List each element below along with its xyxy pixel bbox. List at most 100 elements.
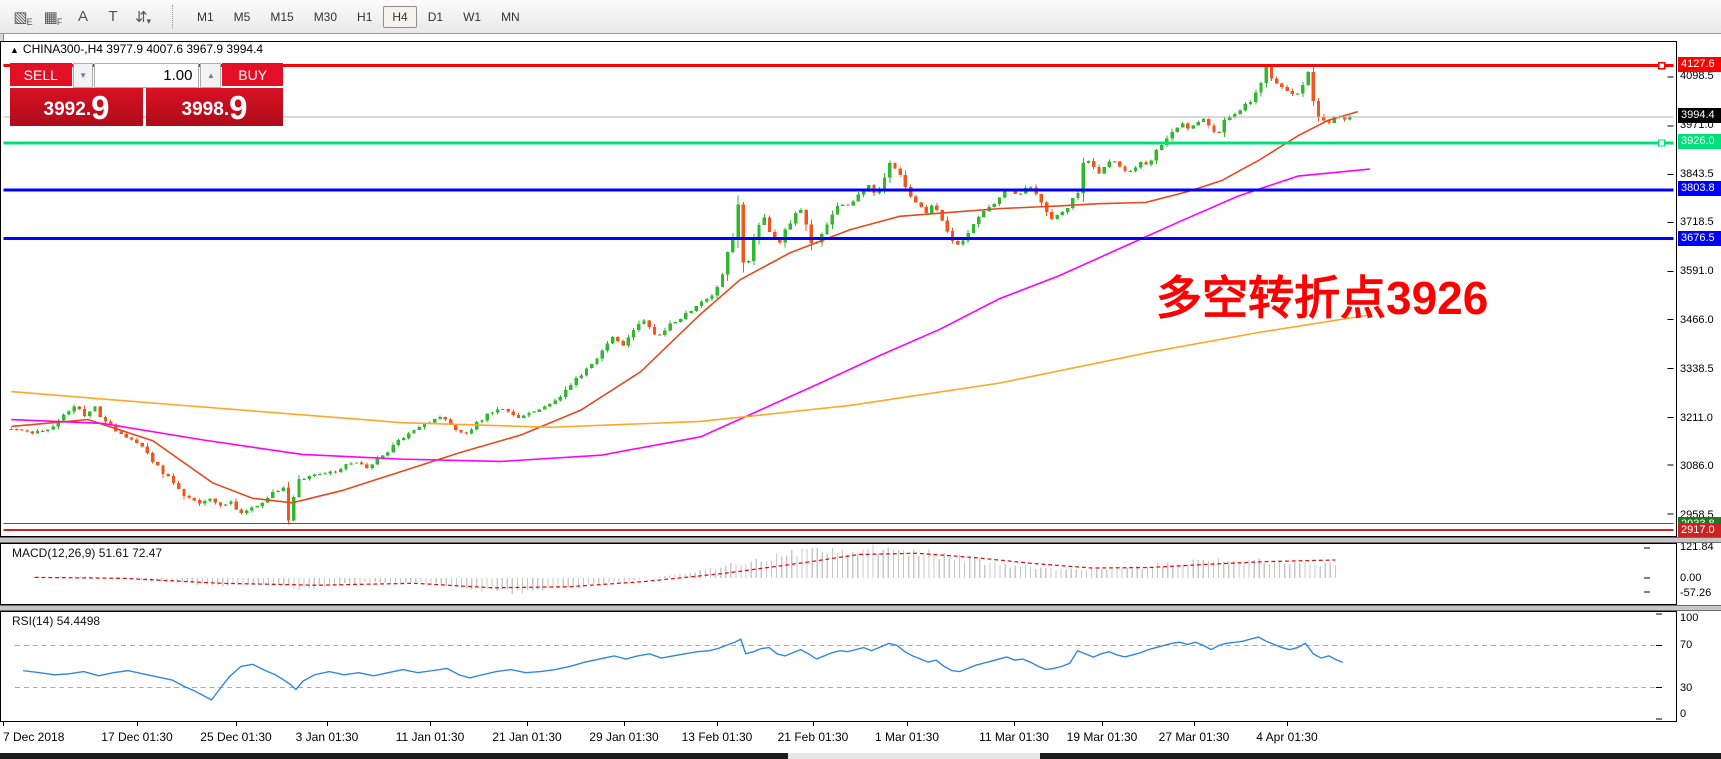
time-tick <box>1014 722 1015 726</box>
arrows-tool-button[interactable]: ⇵ ▾ <box>128 4 158 30</box>
scrollbar-segment[interactable] <box>0 753 788 759</box>
buy-price-fraction: 9 <box>229 89 248 126</box>
text-label-tool-icon: A <box>77 8 88 25</box>
time-axis-label: 17 Dec 01:30 <box>101 730 173 744</box>
price-tick-label: 3718.5 <box>1680 216 1714 229</box>
text-label-tool-button[interactable]: A <box>68 4 98 30</box>
panel-splitter[interactable] <box>0 537 1721 543</box>
time-tick <box>3 722 4 726</box>
ellipse-tool-button[interactable]: ▧ E <box>8 4 38 30</box>
time-axis-label: 1 Mar 01:30 <box>874 730 940 744</box>
price-tick-label: 3591.0 <box>1680 265 1714 278</box>
time-tick <box>813 722 814 726</box>
current-price-tag: 3994.4 <box>1678 108 1721 124</box>
rsi-indicator-label: RSI(14) 54.4498 <box>12 614 100 628</box>
macd-chart-canvas[interactable] <box>0 543 1677 605</box>
time-axis-label: 21 Jan 01:30 <box>492 730 562 744</box>
price-tick-label: 3338.5 <box>1680 362 1714 375</box>
rsi-tick-label: 0 <box>1680 708 1687 720</box>
timeframe-button-h4[interactable]: H4 <box>383 5 417 28</box>
fibonacci-tool-icon: ▦ <box>43 8 58 26</box>
symbol-ohlc-bar[interactable]: ▲ CHINA300-,H4 3977.9 4007.6 3967.9 3994.… <box>10 42 263 56</box>
time-axis-label: 19 Mar 01:30 <box>1066 730 1138 744</box>
rsi-tick-label: 100 <box>1680 612 1699 624</box>
drawing-tools-group: ▧ E ▦ F A T ⇵ ▾ <box>8 4 158 30</box>
rsi-value: 54.4498 <box>56 614 101 628</box>
toolbar-separator <box>172 4 177 29</box>
price-axis[interactable]: 4098.5 3971.0 3843.5 3718.5 3591.0 3466.0 3338… <box>1678 41 1721 537</box>
sell-price-main: 3992. <box>43 99 92 120</box>
sell-price-display[interactable]: 3992. 9 <box>10 88 143 126</box>
time-tick <box>907 722 908 726</box>
toolbar: ▧ E ▦ F A T ⇵ ▾ M1 M5 M15 M30 H1 H4 D1 W1 MN <box>0 0 1721 34</box>
arrows-tool-sub-icon: ▾ <box>146 16 152 26</box>
timeframe-buttons-group: M1 M5 M15 M30 H1 H4 D1 W1 MN <box>187 5 530 28</box>
scrollbar-segment[interactable] <box>1040 753 1721 759</box>
price-line-tag: 3803.8 <box>1678 181 1721 197</box>
price-tick-label: 3086.0 <box>1680 459 1714 472</box>
slow-ma-line <box>11 314 1370 429</box>
time-axis[interactable]: 7 Dec 2018 17 Dec 01:30 25 Dec 01:30 3 Jan … <box>0 722 1721 753</box>
price-line-tag: 3676.5 <box>1678 230 1721 246</box>
price-tick-label: 3466.0 <box>1680 313 1714 326</box>
ellipse-tool-icon: ▧ <box>13 8 28 26</box>
timeframe-button-w1[interactable]: W1 <box>463 9 482 24</box>
line-end-handle[interactable] <box>1658 62 1666 70</box>
rsi-axis[interactable]: 100 70 30 0 <box>1678 611 1721 722</box>
line-end-handle[interactable] <box>1658 139 1666 147</box>
horizontal-scrollbar[interactable] <box>0 753 1721 759</box>
macd-name: MACD(12,26,9) <box>12 546 96 560</box>
sell-price-fraction: 9 <box>91 89 110 126</box>
arrows-tool-icon: ⇵ <box>134 8 148 26</box>
time-tick <box>1102 722 1103 726</box>
time-tick <box>236 722 237 726</box>
panel-splitter[interactable] <box>0 605 1721 611</box>
text-tool-icon: T <box>108 8 118 25</box>
time-tick <box>1287 722 1288 726</box>
macd-tick-label: -57.26 <box>1680 586 1712 599</box>
macd-axis[interactable]: 121.84 0.00 -57.26 <box>1678 543 1721 605</box>
ellipse-tool-sub-icon: E <box>26 16 33 27</box>
macd-indicator-label: MACD(12,26,9) 51.61 72.47 <box>12 546 162 560</box>
time-tick <box>527 722 528 726</box>
rsi-tick-label: 70 <box>1680 639 1693 652</box>
buy-price-main: 3998. <box>181 99 230 120</box>
time-tick <box>137 722 138 726</box>
time-tick <box>327 722 328 726</box>
fibonacci-tool-button[interactable]: ▦ F <box>38 4 68 30</box>
timeframe-button-mn[interactable]: MN <box>501 9 520 24</box>
price-line-tag: 2917.0 <box>1678 523 1721 537</box>
macd-signal-line <box>34 552 1336 589</box>
buy-button[interactable]: BUY <box>222 63 283 88</box>
timeframe-button-m30[interactable]: M30 <box>313 9 338 24</box>
time-axis-label: 21 Feb 01:30 <box>777 730 849 744</box>
time-tick <box>624 722 625 726</box>
buy-price-display[interactable]: 3998. 9 <box>146 88 283 126</box>
timeframe-button-h1[interactable]: H1 <box>357 9 373 24</box>
time-tick <box>1194 722 1195 726</box>
price-line-tag: 3926.0 <box>1678 134 1721 150</box>
timeframe-button-m5[interactable]: M5 <box>233 9 251 24</box>
text-tool-button[interactable]: T <box>98 4 128 30</box>
volume-input[interactable] <box>94 63 200 88</box>
timeframe-button-d1[interactable]: D1 <box>427 9 444 24</box>
price-tick-label: 3211.0 <box>1680 411 1713 424</box>
volume-increase-button[interactable]: ▲ <box>200 63 222 88</box>
time-axis-label: 11 Mar 01:30 <box>979 730 1049 744</box>
rsi-tick-label: 30 <box>1680 681 1693 694</box>
rsi-line <box>22 636 1343 701</box>
rsi-name: RSI(14) <box>12 614 54 628</box>
price-line-tag: 4127.6 <box>1678 56 1721 72</box>
symbol-ohlc-text: CHINA300-,H4 3977.9 4007.6 3967.9 3994.4 <box>22 42 264 56</box>
rsi-chart-canvas[interactable] <box>0 611 1677 722</box>
price-tick-label: 4098.5 <box>1680 70 1714 82</box>
macd-tick-label: 121.84 <box>1680 543 1714 553</box>
collapse-panel-icon[interactable]: ▲ <box>10 45 19 55</box>
volume-decrease-button[interactable]: ▼ <box>72 63 94 88</box>
sell-button[interactable]: SELL <box>10 63 72 88</box>
time-axis-label: 3 Jan 01:30 <box>295 730 359 744</box>
timeframe-button-m15[interactable]: M15 <box>270 9 294 24</box>
time-axis-label: 13 Feb 01:30 <box>681 730 753 744</box>
timeframe-button-m1[interactable]: M1 <box>197 9 214 24</box>
